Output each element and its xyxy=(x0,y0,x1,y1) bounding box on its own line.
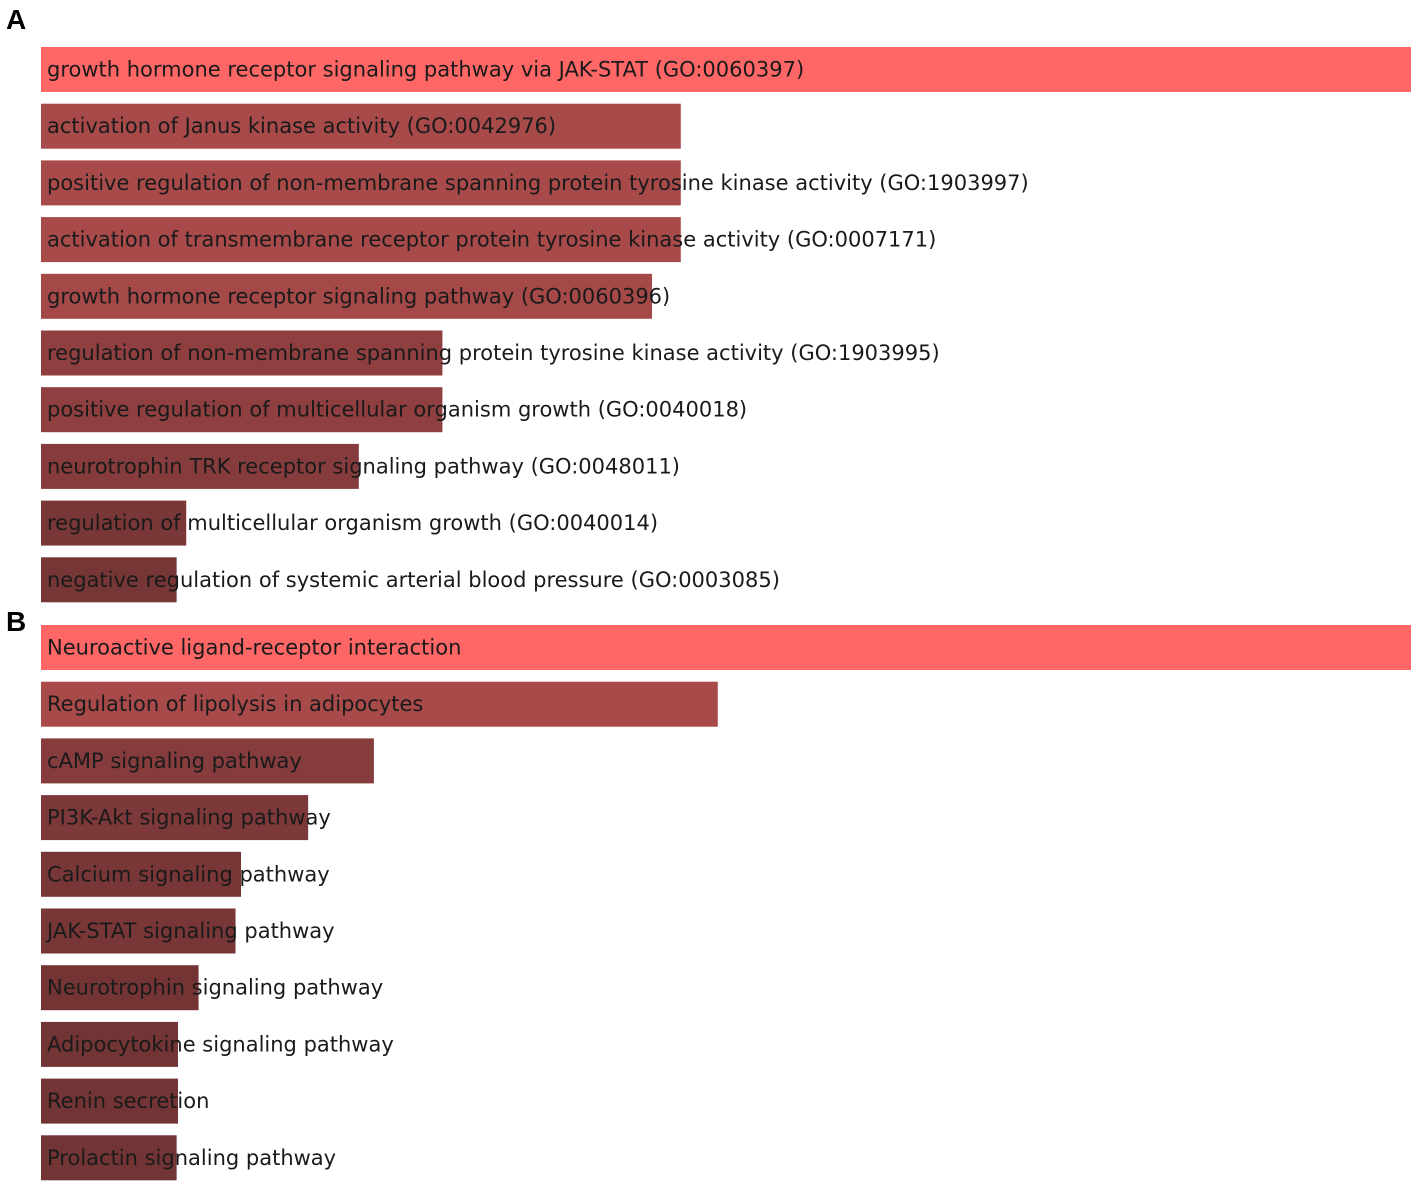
bar-label-a-5: growth hormone receptor signaling pathwa… xyxy=(47,284,670,308)
bar-a-8 xyxy=(41,443,359,489)
bar-b-1 xyxy=(41,625,1411,670)
bar-b-4 xyxy=(41,795,309,841)
bar-b-2 xyxy=(41,681,718,727)
panel-label-a: A xyxy=(6,4,27,35)
bar-a-2 xyxy=(41,103,681,149)
bar-label-b-2: Regulation of lipolysis in adipocytes xyxy=(47,692,423,716)
bar-label-a-4: activation of transmembrane receptor pro… xyxy=(47,228,936,252)
bar-a-6 xyxy=(41,330,443,376)
bar-a-3 xyxy=(41,160,681,206)
bar-b-10 xyxy=(41,1135,177,1181)
bar-label-a-8: neurotrophin TRK receptor signaling path… xyxy=(47,454,680,478)
bar-b-8 xyxy=(41,1021,178,1067)
bar-label-b-10: Prolactin signaling pathway xyxy=(47,1146,336,1170)
bar-label-b-9: Renin secretion xyxy=(47,1089,209,1113)
bar-label-b-4: PI3K-Akt signaling pathway xyxy=(47,806,331,830)
bar-a-9 xyxy=(41,500,187,546)
bar-a-10 xyxy=(41,557,177,603)
bar-label-b-1: Neuroactive ligand-receptor interaction xyxy=(47,636,461,660)
bar-label-b-7: Neurotrophin signaling pathway xyxy=(47,976,383,1000)
panel-b-bars: Neuroactive ligand-receptor interaction R… xyxy=(41,625,1411,1181)
bar-b-7 xyxy=(41,965,199,1011)
bar-b-3 xyxy=(41,738,374,784)
bar-label-a-10: negative regulation of systemic arterial… xyxy=(47,568,780,592)
bar-label-a-3: positive regulation of non-membrane span… xyxy=(47,171,1029,195)
bar-label-b-3: cAMP signaling pathway xyxy=(47,749,302,773)
bar-label-a-1: growth hormone receptor signaling pathwa… xyxy=(47,58,804,82)
bar-label-b-5: Calcium signaling pathway xyxy=(47,862,330,886)
panel-label-b: B xyxy=(6,606,27,637)
bar-label-b-8: Adipocytokine signaling pathway xyxy=(47,1032,394,1056)
bar-a-1 xyxy=(41,47,1411,92)
panel-a-bars: growth hormone receptor signaling pathwa… xyxy=(41,47,1411,603)
bar-b-6 xyxy=(41,908,236,954)
bar-b-9 xyxy=(41,1078,178,1124)
bar-a-4 xyxy=(41,217,681,263)
bar-label-b-6: JAK-STAT signaling pathway xyxy=(45,919,335,943)
bar-b-5 xyxy=(41,851,242,897)
bar-label-a-2: activation of Janus kinase activity (GO:… xyxy=(47,114,556,138)
bar-a-7 xyxy=(41,387,443,433)
bar-a-5 xyxy=(41,273,653,319)
bar-label-a-9: regulation of multicellular organism gro… xyxy=(47,511,658,535)
bar-label-a-6: regulation of non-membrane spanning prot… xyxy=(47,341,940,365)
bar-label-a-7: positive regulation of multicellular org… xyxy=(47,398,747,422)
